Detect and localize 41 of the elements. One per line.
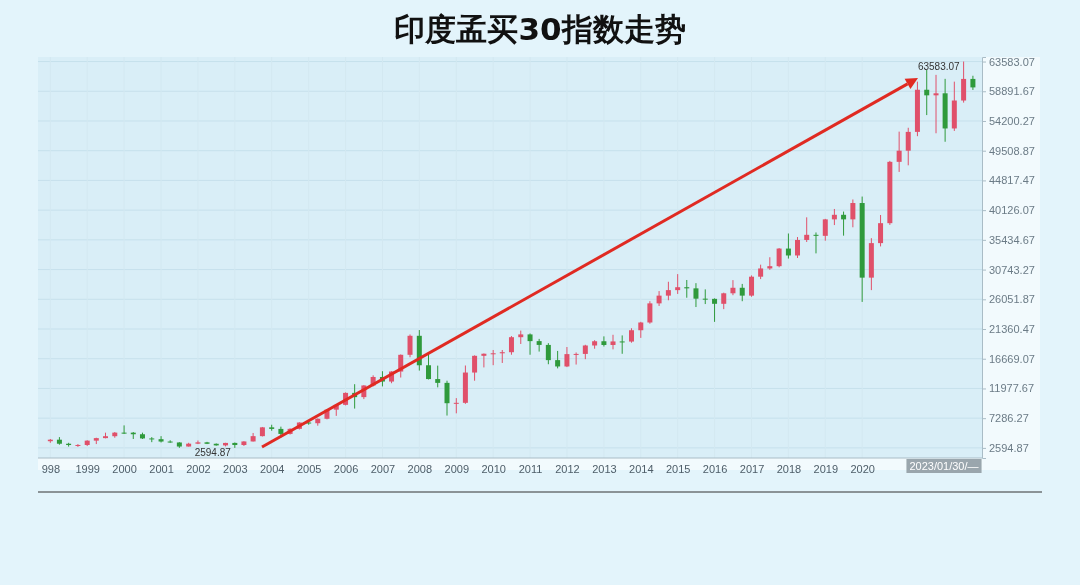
x-tick-label: 2019 bbox=[813, 463, 839, 476]
x-tick-label: 2015 bbox=[665, 463, 691, 476]
y-tick-label: 30743.27 bbox=[989, 263, 1035, 276]
y-tick-label: 26051.87 bbox=[989, 293, 1035, 306]
x-tick-label: 2007 bbox=[370, 463, 396, 476]
x-tick-label: 2016 bbox=[702, 463, 728, 476]
x-tick-label: 2011 bbox=[518, 463, 543, 476]
text: 2023/01/30/— bbox=[909, 460, 979, 472]
x-tick-label: 2013 bbox=[592, 463, 617, 476]
x-tick-label: 2001 bbox=[149, 463, 174, 476]
x-tick-label: 2004 bbox=[259, 463, 285, 476]
x-tick-label: 2010 bbox=[481, 463, 506, 476]
x-tick-label: 2003 bbox=[223, 463, 248, 476]
y-tick-label: 40126.07 bbox=[989, 204, 1035, 217]
x-tick-label: 2018 bbox=[776, 463, 802, 476]
x-tick-label: 1999 bbox=[75, 463, 100, 476]
x-tick-label: 2012 bbox=[555, 463, 580, 476]
y-tick-label: 7286.27 bbox=[989, 412, 1029, 425]
y-tick-label: 58891.67 bbox=[989, 85, 1035, 98]
chart-title: 印度孟买30指数走势 bbox=[394, 11, 686, 47]
y-tick-label: 21360.47 bbox=[989, 323, 1035, 336]
x-tick-label: 2014 bbox=[629, 463, 654, 476]
y-tick-label: 54200.27 bbox=[989, 115, 1035, 127]
y-tick-label: 2594.87 bbox=[989, 441, 1029, 454]
x-tick-label: 2005 bbox=[296, 463, 322, 476]
x-tick-label: 2020 bbox=[850, 463, 875, 476]
x-tick-label: 2006 bbox=[333, 463, 359, 476]
x-tick-label: 2008 bbox=[407, 463, 433, 476]
x-tick-label: 2009 bbox=[444, 463, 470, 476]
x-tick-label: 2000 bbox=[112, 463, 137, 476]
x-tick-label: 2002 bbox=[186, 463, 211, 476]
x-tick-label: 2017 bbox=[739, 463, 765, 476]
annotation: 63583.07 bbox=[917, 60, 961, 72]
y-tick-label: 63583.07 bbox=[989, 55, 1035, 68]
y-tick-label: 11977.67 bbox=[989, 382, 1035, 395]
y-tick-label: 44817.47 bbox=[989, 174, 1035, 187]
annotation: 2594.87 bbox=[194, 446, 232, 458]
y-tick-label: 16669.07 bbox=[989, 352, 1035, 365]
y-tick-label: 49508.87 bbox=[989, 144, 1035, 157]
y-tick-label: 35434.67 bbox=[989, 233, 1035, 246]
x-tick-label: 998 bbox=[41, 463, 61, 476]
